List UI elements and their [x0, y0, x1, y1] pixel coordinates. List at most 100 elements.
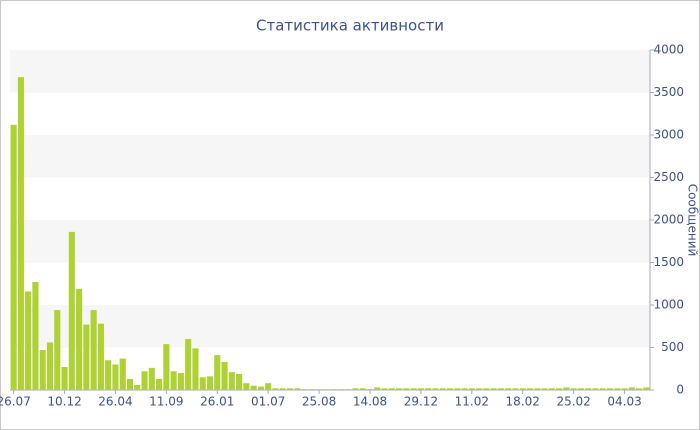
bar — [236, 373, 243, 390]
bar — [126, 378, 134, 390]
bar — [68, 231, 75, 390]
bar — [185, 339, 192, 390]
bar — [643, 387, 650, 390]
bar — [17, 77, 24, 390]
bar — [388, 388, 395, 390]
y-tick-label: 4000 — [653, 43, 684, 57]
bar — [628, 387, 635, 390]
y-tick-label: 500 — [661, 340, 684, 354]
x-tick-label: 01.07 — [251, 395, 285, 409]
y-tick-label: 1000 — [653, 298, 684, 312]
bar — [403, 388, 410, 390]
bar — [39, 350, 46, 390]
x-tick-label: 11.02 — [455, 395, 489, 409]
bar — [606, 388, 614, 390]
bar — [10, 124, 17, 391]
x-tick-label: 04.03 — [607, 395, 641, 409]
y-tick-label: 2500 — [653, 170, 684, 184]
bar — [476, 388, 483, 390]
bar — [228, 372, 235, 390]
x-tick-label: 25.02 — [556, 395, 590, 409]
bar — [286, 388, 294, 390]
bar — [250, 385, 257, 390]
bar — [316, 389, 323, 390]
grid-band — [10, 135, 650, 178]
bar — [214, 355, 221, 390]
bar — [432, 388, 439, 390]
bar — [439, 388, 446, 390]
bar — [570, 388, 577, 390]
bar — [61, 367, 68, 390]
bar — [497, 388, 504, 390]
bar — [381, 388, 388, 390]
bar — [90, 310, 97, 390]
bar — [577, 388, 584, 390]
x-tick-label: 11.09 — [149, 395, 183, 409]
bar — [279, 388, 286, 390]
bar — [563, 387, 570, 390]
bar — [534, 388, 541, 390]
bar — [396, 388, 403, 390]
bar — [265, 383, 272, 390]
chart-title: Статистика активности — [256, 17, 444, 35]
x-tick-label: 26.04 — [98, 395, 132, 409]
bar — [614, 388, 621, 390]
bar — [592, 388, 599, 390]
y-tick-label: 1500 — [653, 255, 684, 269]
bar — [54, 310, 61, 390]
bar — [134, 384, 141, 390]
bar — [257, 386, 264, 390]
bar — [461, 388, 468, 390]
bar — [468, 388, 475, 390]
bar — [410, 388, 417, 390]
x-tick-label: 14.08 — [353, 395, 387, 409]
bar — [32, 282, 39, 390]
bar — [192, 348, 199, 390]
y-tick-label: 2000 — [653, 213, 684, 227]
bar — [352, 388, 359, 390]
bar — [177, 373, 184, 390]
bar — [323, 389, 330, 390]
bar — [97, 323, 104, 390]
grid-band — [10, 305, 650, 348]
x-tick-label: 18.02 — [506, 395, 540, 409]
bar — [170, 371, 177, 390]
bar — [483, 388, 490, 390]
bar — [512, 388, 519, 390]
bar — [243, 383, 250, 390]
bar — [272, 388, 279, 390]
bar — [156, 378, 163, 390]
x-tick-label: 26.07 — [0, 395, 31, 409]
bar — [46, 342, 54, 390]
bar — [556, 388, 563, 390]
bar — [76, 288, 83, 390]
bar — [505, 388, 512, 390]
bar — [221, 361, 228, 390]
x-tick-label: 26.01 — [200, 395, 234, 409]
bar — [374, 387, 381, 390]
bar — [83, 324, 90, 390]
bar — [454, 388, 461, 390]
bar — [330, 389, 337, 390]
bar — [25, 291, 32, 390]
bar — [148, 367, 155, 390]
bar — [308, 389, 315, 390]
bar — [163, 344, 170, 390]
y-tick-label: 0 — [676, 383, 684, 397]
bar — [206, 376, 214, 390]
bar — [621, 388, 628, 390]
bar — [585, 388, 592, 390]
bar — [541, 388, 548, 390]
grid-band — [10, 220, 650, 263]
bar — [294, 388, 301, 390]
bar — [425, 388, 432, 390]
y-tick-label: 3500 — [653, 85, 684, 99]
x-tick-label: 10.12 — [47, 395, 81, 409]
x-tick-label: 25.08 — [302, 395, 336, 409]
bar — [141, 371, 148, 390]
grid-band — [10, 50, 650, 93]
y-tick-label: 3000 — [653, 128, 684, 142]
bar — [105, 360, 112, 390]
bar — [366, 389, 374, 390]
